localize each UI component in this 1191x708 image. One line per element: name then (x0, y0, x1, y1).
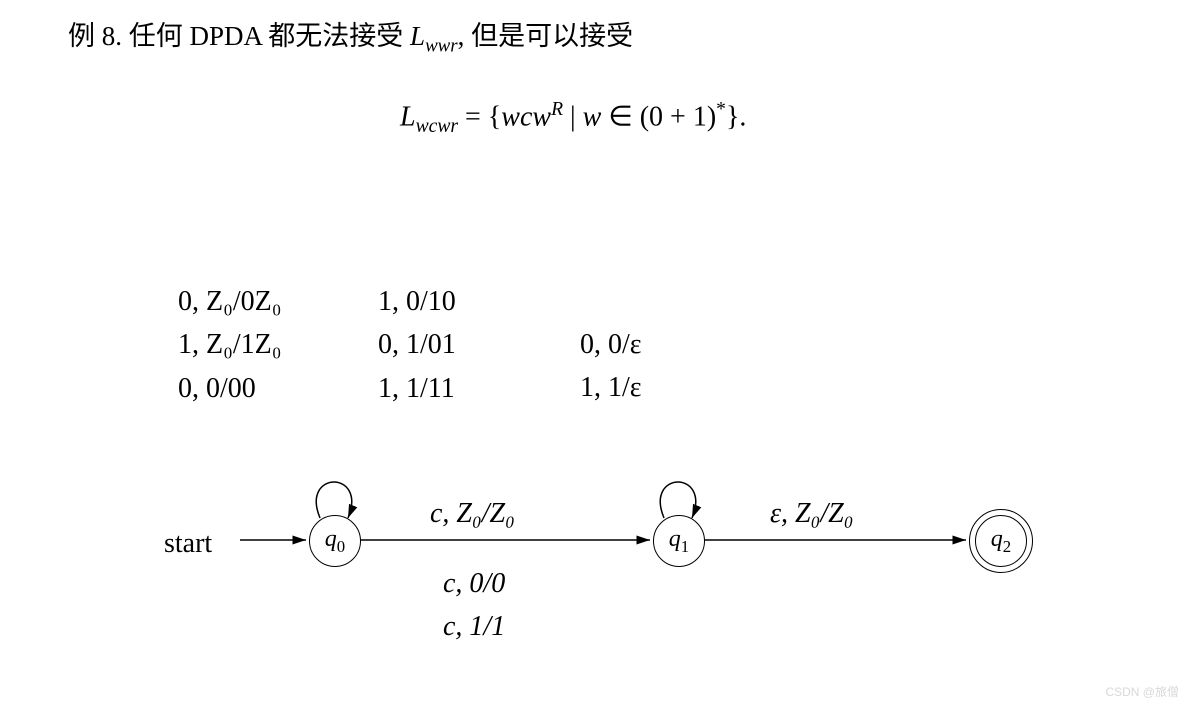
problem-line-1: 例 8. 任何 DPDA 都无法接受 Lwwr, 但是可以接受 (68, 18, 633, 60)
q1-loop-r1: 0, 0/ε (580, 323, 642, 366)
eq-mid: | (563, 101, 583, 132)
q0-loop-c1-r1: 0, Z₀/0Z₀ (178, 280, 282, 323)
q0-loop-c1-r2: 1, Z₀/1Z₀ (178, 323, 282, 366)
edge-q0q1-b2: c, 1/1 (443, 605, 505, 648)
eq-R: R (551, 99, 563, 120)
edge-q0q1-b1: c, 0/0 (443, 562, 505, 605)
start-label: start (164, 522, 212, 565)
eq-close: }. (726, 101, 746, 132)
q0-q: q (325, 526, 337, 552)
equation: Lwcwr = {wcwR | w ∈ (0 + 1)*}. (400, 96, 746, 140)
q1-n: 1 (681, 536, 689, 555)
q1-loop-r2: 1, 1/ε (580, 366, 642, 409)
eq-L: L (400, 101, 416, 132)
state-q2: q2 (975, 515, 1027, 567)
start-text: start (164, 528, 212, 559)
q2-n: 2 (1003, 536, 1011, 555)
q1-q: q (669, 526, 681, 552)
q0-loop-c2-r2: 0, 1/01 (378, 323, 456, 366)
prob-L: L (410, 21, 425, 51)
edge-q0q1-top-1: c, Z₀/Z₀ (430, 498, 515, 529)
state-q0: q0 (309, 515, 361, 567)
eq-w: w (583, 101, 602, 132)
q1-loop-labels: 0, 0/ε 1, 1/ε (580, 323, 642, 410)
eq-wcw: wcw (501, 101, 551, 132)
eq-Lsub: wcwr (416, 116, 458, 137)
q0-loop-col1: 0, Z₀/0Z₀ 1, Z₀/1Z₀ 0, 0/00 (178, 280, 282, 410)
edge-q0q1-top: c, Z₀/Z₀ (430, 492, 515, 535)
q0-loop-c1-r3: 0, 0/00 (178, 367, 282, 410)
prob-Lsub: wwr (425, 35, 458, 56)
edge-q0q1-bottom: c, 0/0 c, 1/1 (443, 562, 505, 649)
q0-n: 0 (337, 536, 345, 555)
edge-q1q2-text: ε, Z₀/Z₀ (770, 498, 853, 529)
q0-loop-c2-r3: 1, 1/11 (378, 367, 456, 410)
prob-prefix: 例 8. 任何 DPDA 都无法接受 (68, 21, 410, 51)
eq-eq: = { (458, 101, 501, 132)
prob-suffix: , 但是可以接受 (458, 21, 634, 51)
loop-q0 (316, 482, 351, 518)
eq-in: ∈ (0 + 1) (601, 101, 716, 132)
state-q1: q1 (653, 515, 705, 567)
eq-star: * (716, 99, 726, 120)
q2-q: q (991, 526, 1003, 552)
edge-q1q2-label: ε, Z₀/Z₀ (770, 492, 853, 535)
q0-loop-c2-r1: 1, 0/10 (378, 280, 456, 323)
loop-q1 (660, 482, 695, 518)
q0-loop-col2: 1, 0/10 0, 1/01 1, 1/11 (378, 280, 456, 410)
watermark: CSDN @旅僧 (1105, 683, 1179, 700)
